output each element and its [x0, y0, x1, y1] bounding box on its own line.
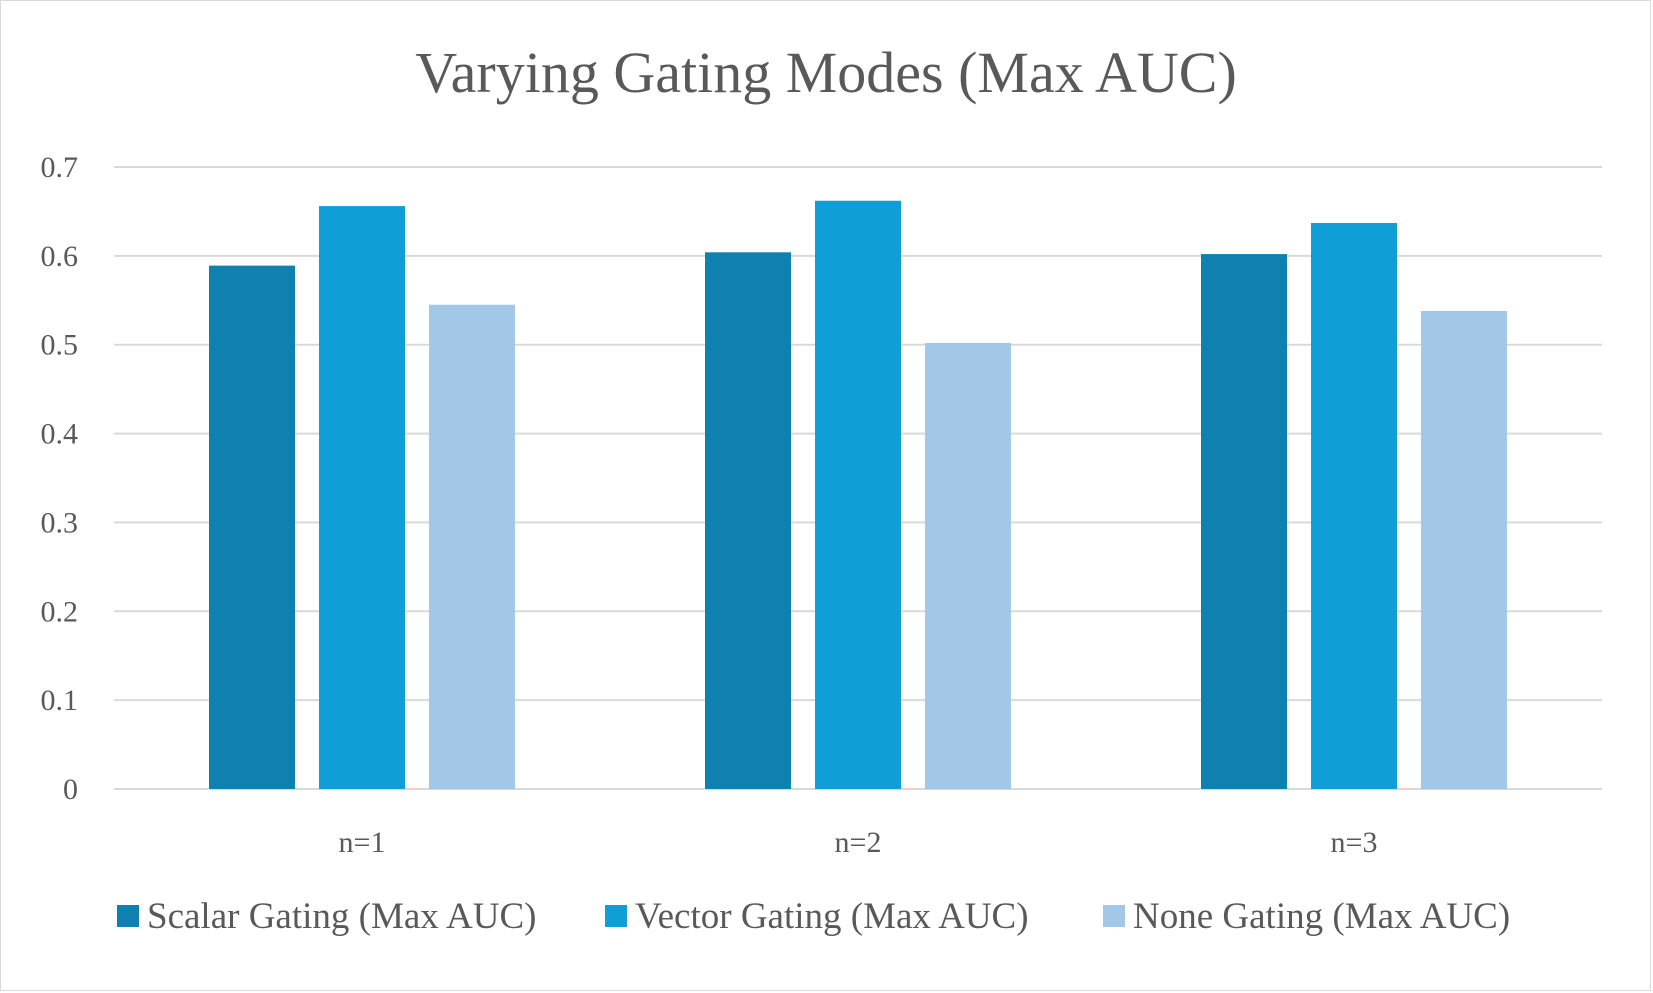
y-tick-label: 0.4 [41, 418, 79, 451]
y-tick-label: 0.5 [41, 329, 79, 362]
x-axis-tick-labels: n=1 n=2 n=3 [339, 826, 1378, 859]
x-tick-label: n=3 [1331, 826, 1378, 859]
legend-label: Vector Gating (Max AUC) [635, 896, 1029, 937]
legend: Scalar Gating (Max AUC) Vector Gating (Ma… [117, 896, 1510, 937]
y-tick-label: 0 [63, 773, 78, 806]
y-tick-label: 0.1 [41, 684, 79, 717]
bar-vector-n3 [1311, 222, 1397, 790]
legend-swatch [117, 905, 139, 927]
bar-scalar-n1 [209, 265, 295, 789]
bar-none-n3 [1421, 310, 1507, 789]
x-tick-label: n=2 [835, 826, 882, 859]
bar-vector-n2 [815, 200, 901, 789]
x-tick-label: n=1 [339, 826, 386, 859]
bars [209, 200, 1507, 790]
chart-title: Varying Gating Modes (Max AUC) [415, 40, 1237, 105]
y-tick-label: 0.7 [41, 151, 79, 184]
bar-none-n2 [925, 342, 1011, 789]
legend-swatch [1103, 905, 1125, 927]
bar-scalar-n2 [705, 252, 791, 789]
legend-label: Scalar Gating (Max AUC) [147, 896, 536, 937]
bar-scalar-n3 [1201, 254, 1287, 789]
y-axis-tick-labels: 0 0.1 0.2 0.3 0.4 0.5 0.6 0.7 [41, 151, 79, 806]
bar-vector-n1 [319, 206, 405, 789]
y-tick-label: 0.3 [41, 506, 79, 539]
legend-swatch [605, 905, 627, 927]
y-tick-label: 0.6 [41, 240, 79, 273]
y-tick-label: 0.2 [41, 595, 79, 628]
legend-label: None Gating (Max AUC) [1133, 896, 1510, 937]
bar-none-n1 [429, 304, 515, 789]
